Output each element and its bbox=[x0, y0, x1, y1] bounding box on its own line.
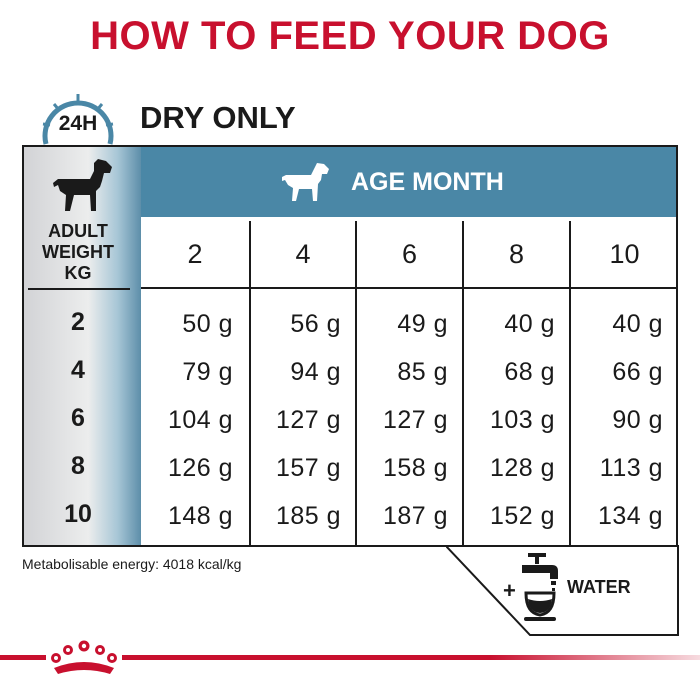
weight-column: ADULT WEIGHT KG 2 4 6 8 10 bbox=[24, 147, 141, 545]
weight-value: 8 bbox=[71, 452, 85, 480]
feeding-table: ADULT WEIGHT KG 2 4 6 8 10 AGE MONTH 2 4… bbox=[22, 145, 678, 547]
weight-header-line: WEIGHT bbox=[42, 242, 114, 262]
puppy-icon bbox=[282, 163, 329, 201]
footer-red-line bbox=[0, 655, 700, 660]
age-header-band: AGE MONTH bbox=[141, 147, 676, 217]
divider bbox=[249, 289, 251, 545]
water-box-outline bbox=[446, 545, 679, 636]
table-cell: 104 g bbox=[167, 406, 233, 434]
clock-icon: 24H bbox=[36, 92, 120, 156]
table-cell: 148 g bbox=[167, 502, 233, 530]
weight-value: 6 bbox=[71, 404, 85, 432]
table-cell: 66 g bbox=[612, 358, 663, 386]
weight-header-line: ADULT bbox=[48, 221, 108, 241]
divider bbox=[355, 289, 357, 545]
water-label: WATER bbox=[567, 577, 631, 597]
clock-label: 24H bbox=[58, 112, 98, 135]
table-cell: 157 g bbox=[275, 454, 341, 482]
table-cell: 126 g bbox=[167, 454, 233, 482]
weight-value: 2 bbox=[71, 308, 85, 336]
table-cell: 134 g bbox=[597, 502, 663, 530]
table-cell: 113 g bbox=[599, 454, 663, 482]
divider bbox=[28, 288, 130, 290]
feeding-type-heading: DRY ONLY bbox=[140, 100, 296, 135]
table-cell: 40 g bbox=[612, 310, 663, 338]
divider bbox=[569, 289, 571, 545]
age-header-label: AGE MONTH bbox=[351, 168, 504, 196]
weight-header-line: KG bbox=[64, 263, 92, 283]
table-cell: 68 g bbox=[504, 358, 555, 386]
weight-header: ADULT WEIGHT KG bbox=[24, 221, 132, 284]
table-cell: 79 g bbox=[182, 358, 233, 386]
table-cell: 127 g bbox=[382, 406, 448, 434]
age-month-4: 4 bbox=[249, 221, 355, 287]
table-cell: 158 g bbox=[382, 454, 448, 482]
table-cell: 56 g bbox=[290, 310, 341, 338]
age-month-10: 10 bbox=[569, 221, 676, 287]
table-cell: 187 g bbox=[382, 502, 448, 530]
table-cell: 128 g bbox=[489, 454, 555, 482]
table-cell: 50 g bbox=[182, 310, 233, 338]
plus-sign: + bbox=[503, 578, 516, 603]
table-cell: 185 g bbox=[275, 502, 341, 530]
age-month-8: 8 bbox=[462, 221, 569, 287]
table-cell: 90 g bbox=[612, 406, 663, 434]
divider bbox=[462, 289, 464, 545]
weight-value: 10 bbox=[64, 500, 92, 528]
royal-canin-crown-logo bbox=[46, 640, 122, 674]
energy-note: Metabolisable energy: 4018 kcal/kg bbox=[22, 556, 242, 572]
age-month-6: 6 bbox=[355, 221, 462, 287]
table-cell: 94 g bbox=[290, 358, 341, 386]
adult-dog-icon bbox=[53, 159, 112, 211]
weight-value: 4 bbox=[71, 356, 85, 384]
page-title: HOW TO FEED YOUR DOG bbox=[90, 14, 610, 58]
table-cell: 85 g bbox=[397, 358, 448, 386]
table-cell: 152 g bbox=[489, 502, 555, 530]
table-cell: 49 g bbox=[397, 310, 448, 338]
table-cell: 127 g bbox=[275, 406, 341, 434]
table-cell: 40 g bbox=[504, 310, 555, 338]
tap-bowl-icon bbox=[522, 553, 558, 621]
divider bbox=[141, 287, 676, 289]
age-month-2: 2 bbox=[187, 239, 203, 269]
table-cell: 103 g bbox=[489, 406, 555, 434]
